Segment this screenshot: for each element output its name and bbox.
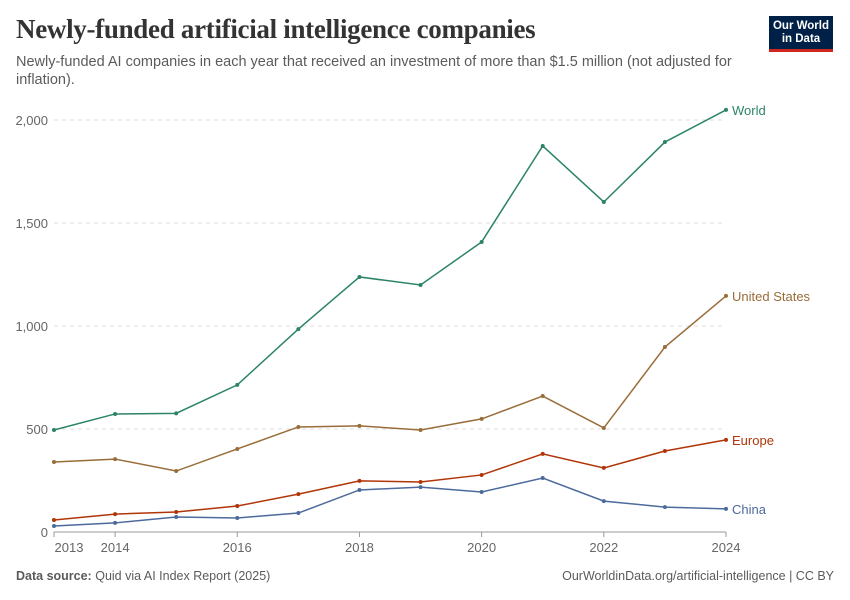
data-point [296, 424, 301, 429]
data-point [724, 293, 728, 298]
data-point [601, 425, 606, 430]
y-tick-label: 2,000 [15, 113, 48, 128]
y-tick-label: 1,000 [15, 319, 48, 334]
data-point [235, 515, 240, 520]
chart-title: Newly-funded artificial intelligence com… [16, 14, 536, 44]
data-point [662, 345, 667, 350]
series-line-europe [53, 439, 727, 521]
y-tick-label: 1,500 [15, 216, 48, 231]
data-point [724, 506, 728, 511]
credit-link[interactable]: OurWorldinData.org/artificial-intelligen… [562, 569, 834, 583]
data-point [418, 283, 423, 288]
data-point [479, 239, 484, 244]
series-label: United States [732, 289, 811, 304]
data-point [724, 437, 728, 442]
series-line-china [53, 477, 727, 527]
data-point [235, 446, 240, 451]
data-point [113, 512, 118, 517]
data-point [479, 490, 484, 495]
x-tick-label: 2018 [345, 540, 374, 555]
y-tick-label: 0 [41, 525, 48, 540]
data-point [174, 510, 179, 515]
data-point [113, 520, 118, 525]
series-label: China [732, 502, 767, 517]
data-point [479, 472, 484, 477]
data-point [357, 423, 362, 428]
x-tick-label: 2022 [589, 540, 618, 555]
x-tick-label: 2020 [467, 540, 496, 555]
x-tick-label: 2016 [223, 540, 252, 555]
data-point [235, 382, 240, 387]
data-point [296, 492, 301, 497]
y-tick-label: 500 [26, 422, 48, 437]
data-point [174, 514, 179, 519]
data-point [52, 518, 56, 523]
chart-subtitle: Newly-funded AI companies in each year t… [16, 54, 732, 88]
series-line-world [53, 109, 727, 431]
data-point [52, 428, 56, 433]
data-point [601, 499, 606, 504]
data-point [540, 476, 545, 481]
data-point [601, 199, 606, 204]
data-point [540, 143, 545, 148]
data-point [296, 511, 301, 516]
source-text[interactable]: Quid via AI Index Report (2025) [95, 569, 271, 583]
series-line-united-states [53, 295, 727, 472]
series-label: World [732, 103, 766, 118]
series-label: Europe [732, 433, 774, 448]
data-point [235, 504, 240, 509]
data-point [662, 140, 667, 145]
data-point [601, 465, 606, 470]
data-point [357, 274, 362, 279]
data-point [357, 478, 362, 483]
data-point [357, 487, 362, 492]
owid-logo[interactable]: Our World in Data [769, 16, 833, 52]
data-point [662, 449, 667, 454]
data-point [52, 524, 56, 529]
data-point [174, 411, 179, 416]
data-point [662, 505, 667, 510]
source-label: Data source: [16, 569, 92, 583]
data-point [540, 451, 545, 456]
data-point [113, 411, 118, 416]
data-point [724, 107, 728, 112]
data-point [52, 459, 56, 464]
data-point [418, 428, 423, 433]
data-point [296, 327, 301, 332]
data-point [479, 416, 484, 421]
x-tick-label: 2014 [101, 540, 130, 555]
x-tick-label: 2024 [712, 540, 741, 555]
data-point [174, 469, 179, 474]
data-point [418, 479, 423, 484]
data-point [540, 394, 545, 399]
data-point [418, 485, 423, 490]
x-tick-label: 2013 [55, 540, 84, 555]
data-point [113, 457, 118, 462]
data-source: Data source: Quid via AI Index Report (2… [16, 569, 270, 583]
